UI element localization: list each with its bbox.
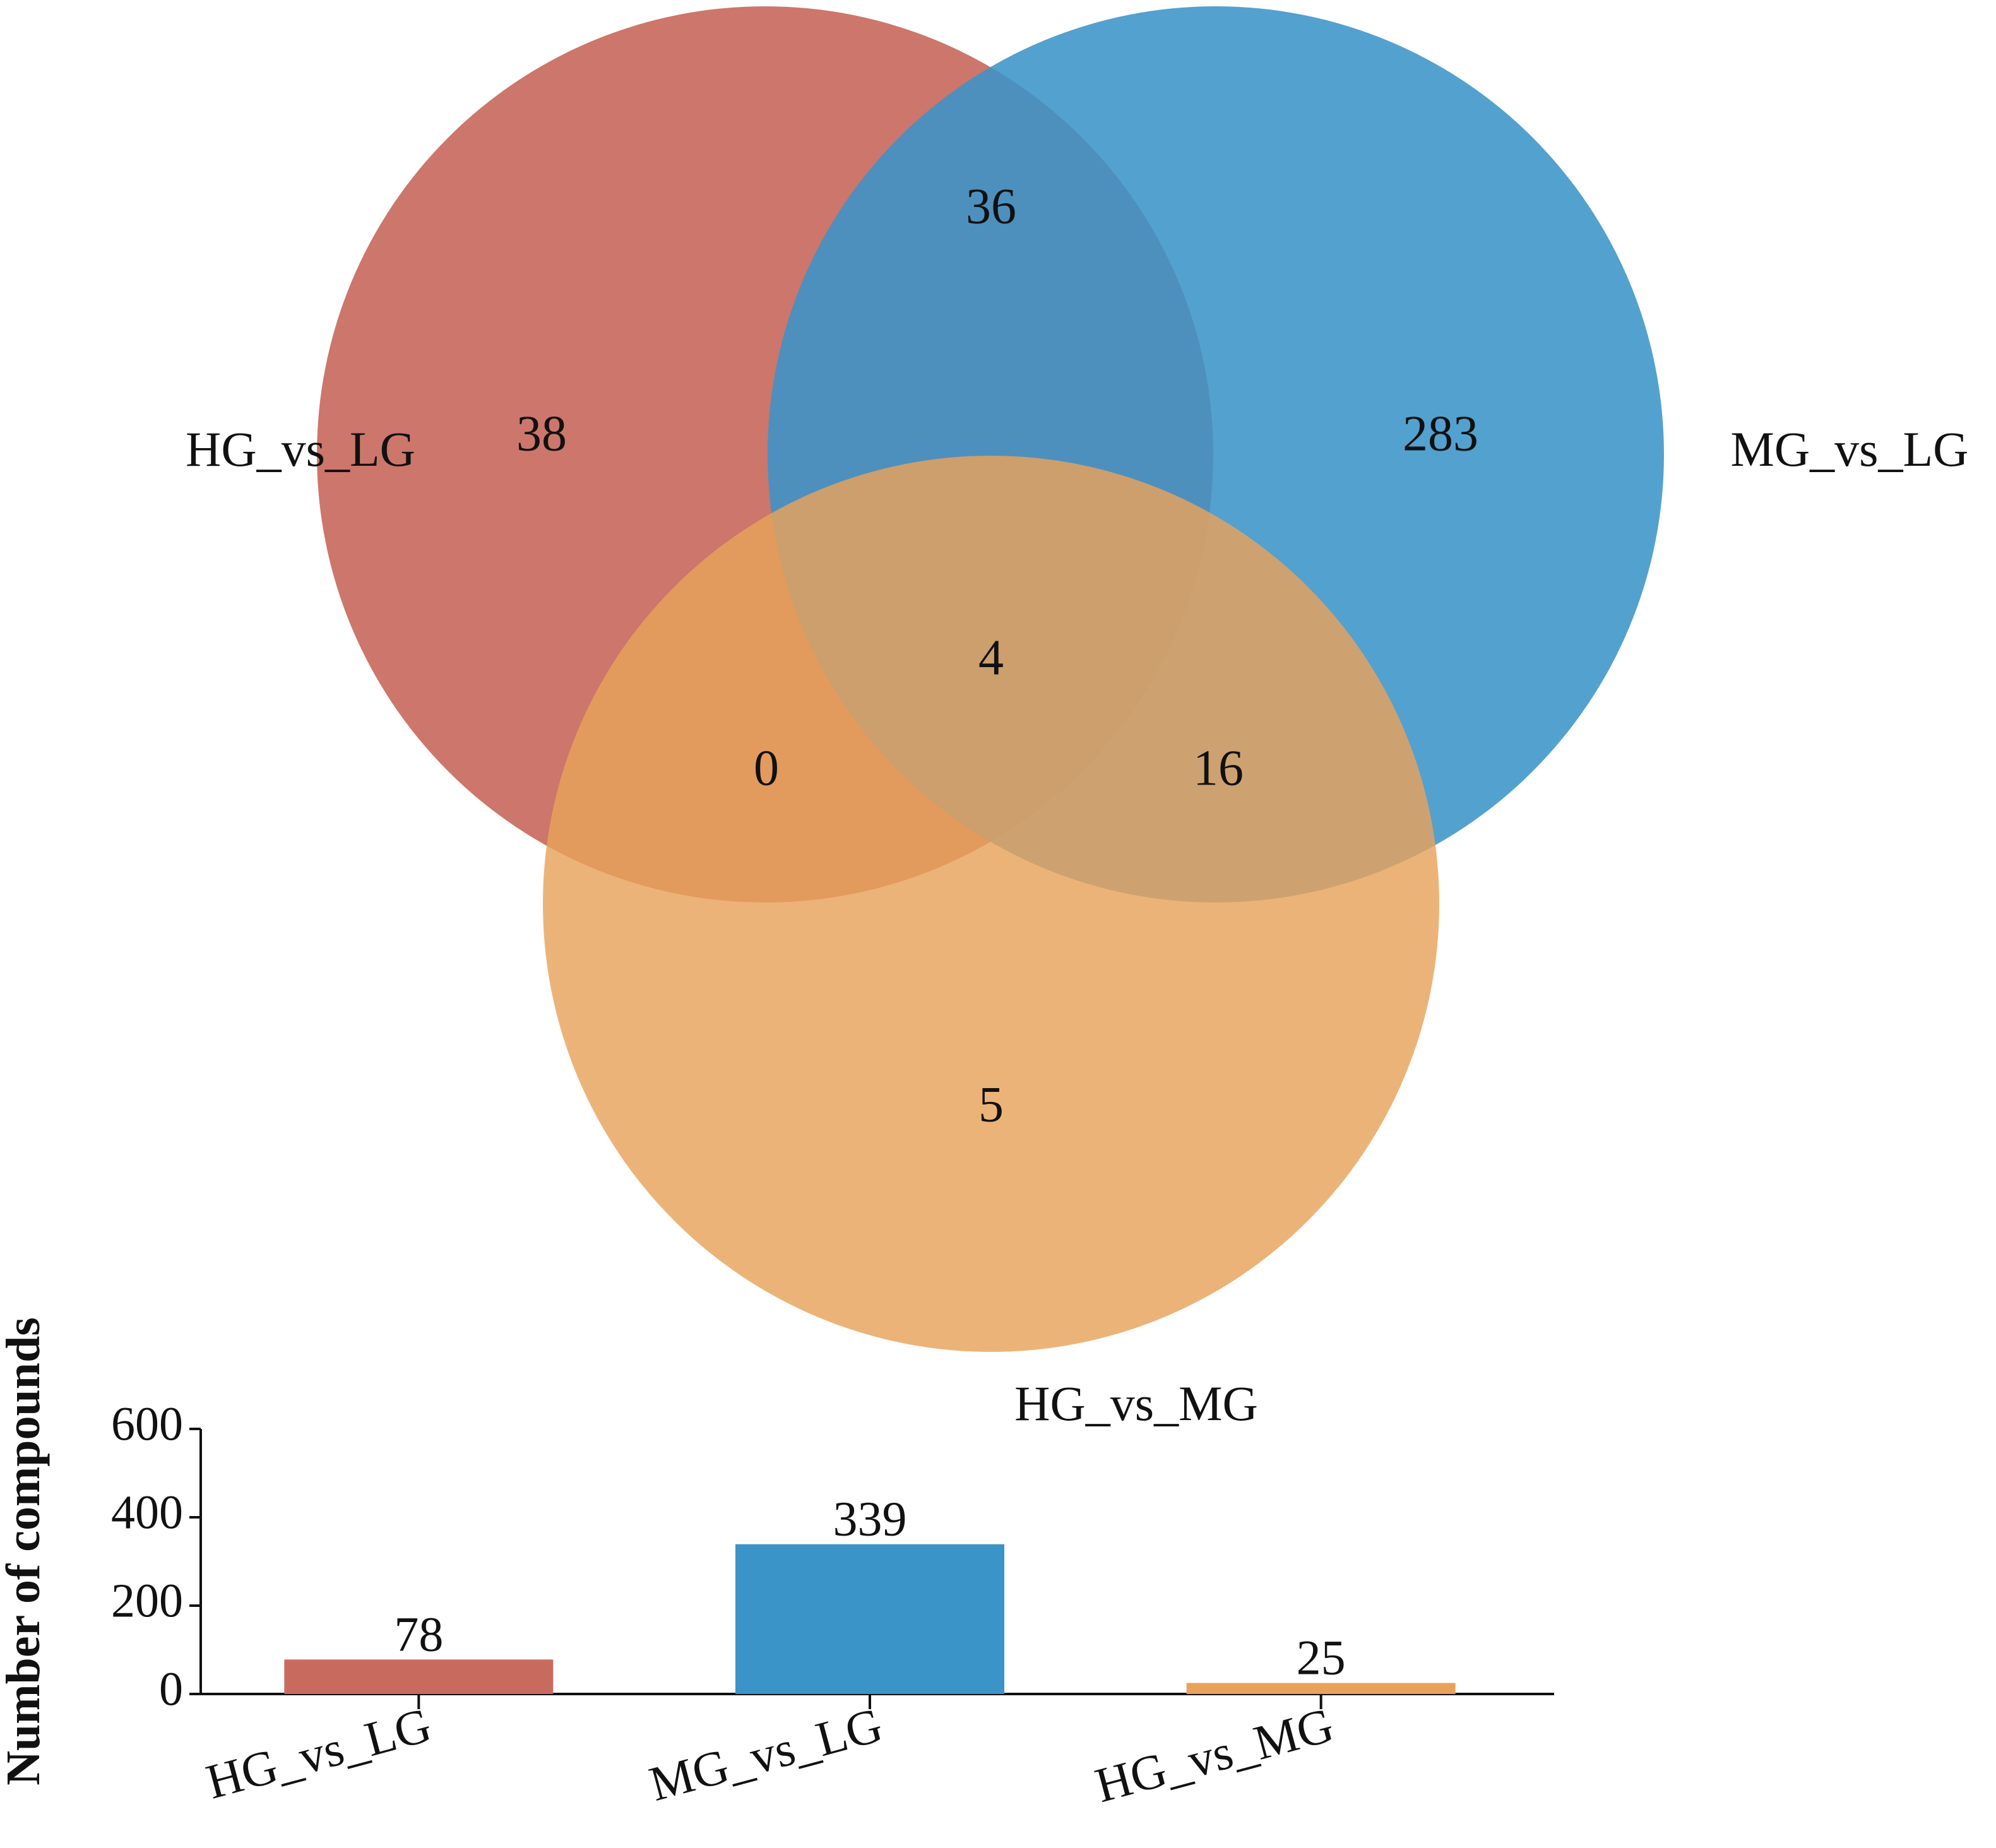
venn-circle-hg-vs-mg	[543, 456, 1439, 1352]
venn-label-hg-vs-mg: HG_vs_MG	[1014, 1376, 1258, 1431]
y-axis-label: Number of compounds	[0, 1317, 50, 1786]
bar-data-label: 339	[833, 1491, 907, 1546]
venn-diagram: HG_vs_LG MG_vs_LG HG_vs_MG 38 283 5 36 0…	[186, 6, 1969, 1431]
venn-label-hg-vs-lg: HG_vs_LG	[186, 422, 415, 477]
bar-chart: Number of compounds 0 200 400 600 HG_vs_LG M…	[0, 1317, 1554, 1813]
y-axis: 0 200 400 600	[111, 1397, 202, 1715]
venn-count-abc-overlap: 4	[978, 630, 1004, 685]
venn-count-ab-overlap: 36	[966, 179, 1016, 234]
bar-data-labels: 78 339 25	[394, 1491, 1345, 1685]
venn-count-hg-vs-lg-only: 38	[516, 406, 567, 461]
venn-label-mg-vs-lg: MG_vs_LG	[1730, 422, 1968, 477]
x-tick-label: MG_vs_LG	[644, 1697, 888, 1811]
y-tick-label: 400	[111, 1486, 183, 1539]
bar	[735, 1544, 1004, 1694]
x-tick-label: HG_vs_LG	[201, 1697, 437, 1809]
bar	[284, 1659, 554, 1694]
y-tick-label: 0	[159, 1662, 183, 1715]
bar-data-label: 25	[1297, 1630, 1346, 1685]
x-axis: HG_vs_LG MG_vs_LG HG_vs_MG	[201, 1693, 1554, 1813]
venn-count-hg-vs-mg-only: 5	[978, 1077, 1004, 1132]
venn-count-ac-overlap: 0	[754, 740, 779, 796]
y-tick-label: 200	[111, 1574, 183, 1627]
venn-count-bc-overlap: 16	[1193, 740, 1244, 796]
bar	[1186, 1683, 1456, 1694]
y-tick-label: 600	[111, 1397, 183, 1450]
bar-data-label: 78	[394, 1606, 443, 1661]
bars	[284, 1544, 1456, 1694]
venn-count-mg-vs-lg-only: 283	[1403, 406, 1478, 461]
x-tick-label: HG_vs_MG	[1090, 1697, 1339, 1813]
